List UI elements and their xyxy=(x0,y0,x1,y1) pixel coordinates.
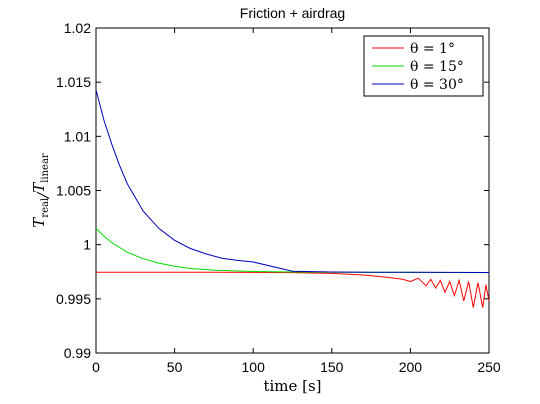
x-tick-label: 50 xyxy=(167,359,183,375)
x-tick-label: 250 xyxy=(477,359,501,375)
axis-ticks: 0 50 100 150 200 250 0.99 0.995 1 1.005 1.01 1.015 1… xyxy=(56,20,501,375)
x-tick-label: 150 xyxy=(320,359,344,375)
y-axis-label-main: T xyxy=(30,217,48,228)
series-layer xyxy=(95,89,490,308)
legend-label-2: θ = 15° xyxy=(410,59,464,75)
x-tick-label: 0 xyxy=(92,359,100,375)
y-tick-label: 1.01 xyxy=(64,128,91,144)
series-line-1 xyxy=(96,271,490,308)
x-axis-label: time [s] xyxy=(263,377,321,395)
y-axis-label-sub-linear: linear xyxy=(40,153,51,183)
legend-label-3: θ = 30° xyxy=(410,77,464,93)
y-tick-label: 1 xyxy=(83,237,91,253)
y-axis-label: Treal/Tlinear xyxy=(30,153,52,228)
y-tick-label: 0.995 xyxy=(56,291,91,307)
y-tick-label: 0.99 xyxy=(64,345,91,361)
chart-title: Friction + airdrag xyxy=(240,5,345,21)
y-axis-label-main-2: T xyxy=(30,182,48,193)
y-tick-label: 1.005 xyxy=(56,183,91,199)
x-tick-label: 200 xyxy=(399,359,423,375)
y-axis-label-slash: / xyxy=(34,191,52,200)
legend: θ = 1° θ = 15° θ = 30° xyxy=(363,35,484,97)
series-line-3 xyxy=(95,89,490,273)
x-tick-label: 100 xyxy=(242,359,266,375)
legend-label-1: θ = 1° xyxy=(410,41,455,57)
y-tick-label: 1.015 xyxy=(56,74,91,90)
y-tick-label: 1.02 xyxy=(64,20,91,36)
y-axis-label-sub-real: real xyxy=(40,198,51,218)
